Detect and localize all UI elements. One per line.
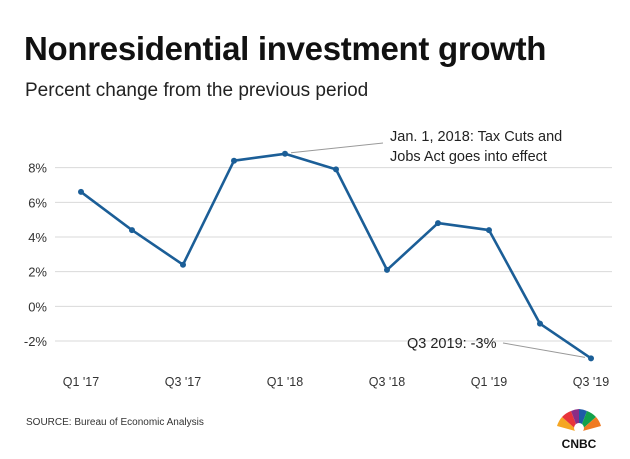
y-tick-label: 4% <box>28 230 47 245</box>
y-tick-label: -2% <box>24 334 48 349</box>
x-tick-label: Q1 '17 <box>63 375 99 389</box>
data-point <box>282 150 288 157</box>
chart-title: Nonresidential investment growth <box>24 30 547 67</box>
data-point <box>588 355 594 362</box>
data-point <box>129 227 135 234</box>
data-point <box>537 320 543 327</box>
cnbc-logo: CNBC <box>557 409 601 450</box>
source-note: SOURCE: Bureau of Economic Analysis <box>26 417 204 428</box>
annotation-leader-line <box>290 142 384 154</box>
y-tick-label: 0% <box>28 299 47 314</box>
data-point <box>333 166 339 173</box>
annotation-leader-line <box>502 342 586 358</box>
data-point <box>180 261 186 268</box>
x-tick-label: Q1 '19 <box>471 375 507 389</box>
x-tick-label: Q3 '17 <box>165 375 201 389</box>
annotation-text: Jobs Act goes into effect <box>390 149 547 165</box>
y-tick-label: 8% <box>28 161 47 176</box>
data-point <box>486 227 492 234</box>
data-point <box>384 266 390 273</box>
x-tick-label: Q1 '18 <box>267 375 303 389</box>
y-tick-label: 6% <box>28 195 47 210</box>
x-tick-label: Q3 '19 <box>573 375 609 389</box>
data-point <box>435 220 441 227</box>
x-tick-label: Q3 '18 <box>369 375 405 389</box>
cnbc-logo-text: CNBC <box>562 437 597 450</box>
data-point <box>231 157 237 164</box>
series-line <box>80 152 592 360</box>
annotation-text: Q3 2019: -3% <box>407 336 497 352</box>
data-point <box>78 188 84 195</box>
annotation-text: Jan. 1, 2018: Tax Cuts and <box>390 129 562 145</box>
y-tick-label: 2% <box>28 265 47 280</box>
chart-subtitle: Percent change from the previous period <box>25 80 369 101</box>
